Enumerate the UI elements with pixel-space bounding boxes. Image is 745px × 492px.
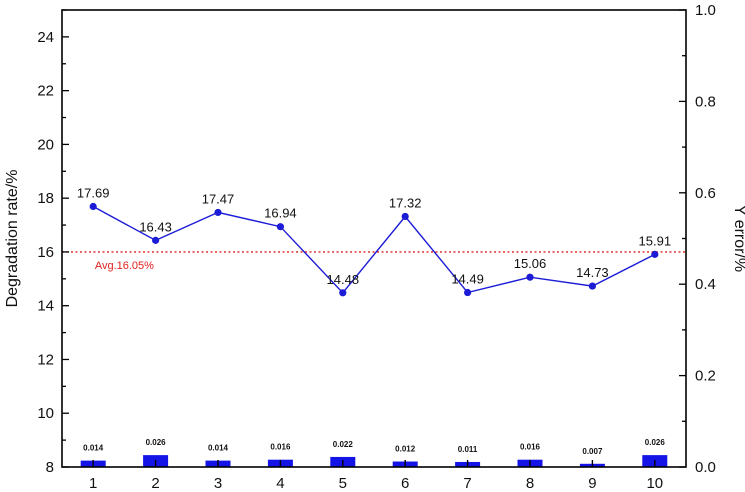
data-point [464, 288, 472, 297]
x-tick-label: 2 [151, 475, 159, 492]
x-tick-label: 5 [339, 475, 347, 492]
degradation-line [92, 205, 656, 294]
x-tick-label: 6 [401, 475, 409, 492]
data-point [339, 289, 347, 297]
x-tick-label: 3 [214, 475, 222, 492]
y2-tick-label: 0.8 [695, 93, 716, 110]
bar-data-label: 0.016 [520, 443, 541, 452]
bar-data-label: 0.016 [270, 443, 291, 452]
point-data-label: 14.73 [576, 265, 609, 280]
y2-tick-label: 1.0 [695, 2, 716, 19]
point-data-label: 16.94 [264, 206, 297, 221]
bar-data-label: 0.011 [458, 445, 478, 454]
point-data-label: 17.32 [389, 195, 422, 210]
x-tick-label: 9 [588, 475, 596, 492]
y-tick-label: 16 [37, 244, 54, 261]
x-tick-label: 8 [526, 475, 534, 492]
y-tick-label: 24 [37, 29, 54, 46]
bar-data-label: 0.014 [208, 444, 229, 453]
y2-tick-label: 0.6 [695, 185, 716, 202]
bar-data-label: 0.022 [333, 440, 354, 449]
x-tick-label: 10 [646, 475, 663, 492]
y-tick-label: 20 [37, 136, 54, 153]
bar-data-label: 0.026 [645, 438, 666, 447]
bar-data-label: 0.007 [582, 447, 603, 456]
y2-tick-label: 0.2 [695, 368, 716, 385]
point-data-label: 16.43 [139, 219, 172, 234]
bar-data-label: 0.014 [83, 444, 104, 453]
y-axis-title: Degradation rate/% [4, 170, 21, 308]
data-point [526, 273, 534, 281]
data-point [152, 236, 160, 244]
data-point [276, 223, 284, 231]
x-tick-label: 4 [276, 475, 284, 492]
x-tick-label: 1 [89, 475, 97, 492]
y2-tick-label: 0.4 [695, 276, 716, 293]
y2-axis-title: Y error/% [731, 205, 745, 272]
y-tick-label: 22 [37, 83, 54, 100]
data-point [588, 282, 597, 290]
x-tick-label: 7 [463, 475, 471, 492]
y-tick-label: 10 [37, 405, 54, 422]
data-point [401, 212, 409, 221]
data-point [651, 250, 659, 258]
point-data-label: 14.48 [327, 272, 360, 287]
y2-tick-label: 0.0 [695, 459, 716, 476]
point-data-label: 15.06 [514, 256, 547, 271]
y-tick-label: 12 [37, 351, 54, 368]
y-tick-label: 18 [37, 190, 54, 207]
bar-data-label: 0.026 [146, 438, 167, 447]
point-data-label: 14.49 [451, 272, 484, 287]
point-data-label: 17.47 [202, 191, 235, 206]
average-label: Avg.16.05% [95, 260, 154, 272]
data-point [89, 202, 97, 211]
point-data-label: 15.91 [639, 233, 672, 248]
y-tick-label: 14 [37, 298, 54, 315]
data-point [214, 208, 222, 217]
y-tick-label: 8 [46, 459, 54, 476]
point-data-label: 17.69 [77, 186, 110, 201]
bar-data-label: 0.012 [395, 445, 416, 454]
